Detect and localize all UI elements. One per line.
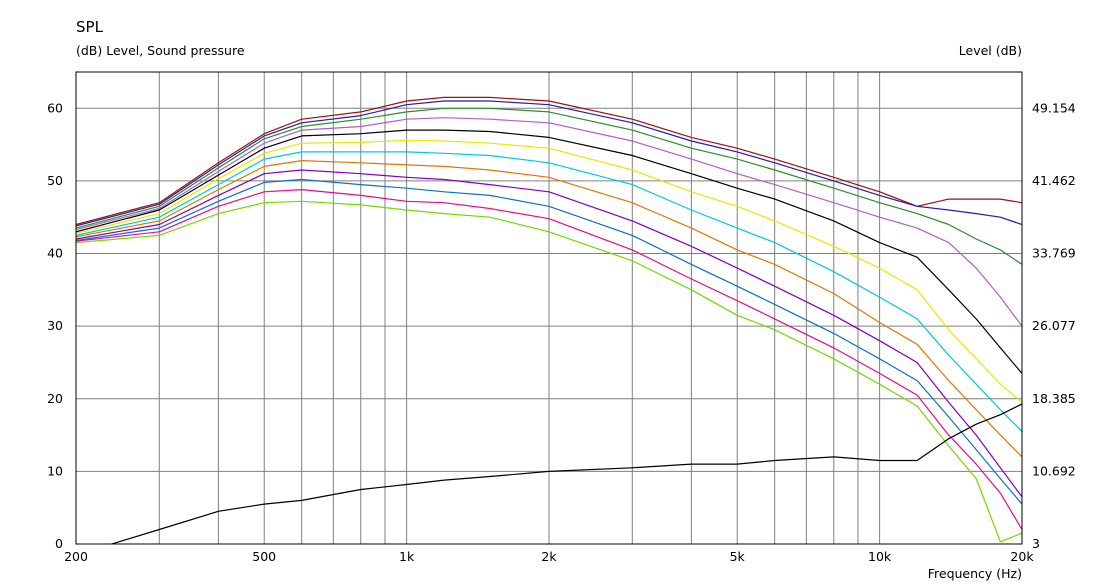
- series-line-11: [76, 189, 1022, 530]
- series-line-1: [76, 96, 1022, 226]
- y-left-tick-label: 40: [47, 246, 63, 261]
- y-left-tick-label: 50: [47, 173, 63, 188]
- y-right-tick-label: 18.385: [1032, 391, 1076, 406]
- x-tick-label: 20k: [1010, 549, 1034, 564]
- y-axis-right-label: Level (dB): [958, 43, 1022, 58]
- x-tick-label: 10k: [868, 549, 892, 564]
- grid-lines: [76, 72, 1022, 544]
- series-line-3: [76, 107, 1022, 265]
- y-left-tick-label: 30: [47, 318, 63, 333]
- y-left-tick-label: 10: [47, 463, 63, 478]
- x-tick-label: 200: [64, 549, 88, 564]
- series-line-6: [76, 139, 1022, 403]
- y-right-tick-label: 33.769: [1032, 246, 1076, 261]
- series-line-7: [76, 151, 1022, 432]
- y-right-tick-label: 41.462: [1032, 173, 1076, 188]
- y-right-tick-label: 49.154: [1032, 100, 1076, 115]
- series-line-10: [76, 178, 1022, 505]
- tick-labels: 0 10 20 30 40 50 60 3 10.692 18.385 26.077 33.769 41…: [47, 100, 1076, 564]
- x-tick-label: 5k: [730, 549, 746, 564]
- chart-title: SPL: [76, 18, 103, 36]
- series-line-12: [76, 200, 1022, 543]
- x-axis-label: Frequency (Hz): [927, 566, 1022, 581]
- x-tick-label: 1k: [399, 549, 415, 564]
- y-right-tick-label: 3: [1032, 536, 1040, 551]
- series-line-5: [76, 129, 1022, 374]
- series-line-13: [109, 403, 1022, 544]
- y-left-tick-label: 0: [55, 536, 63, 551]
- y-right-tick-label: 10.692: [1032, 463, 1076, 478]
- series-line-9: [76, 169, 1022, 498]
- series-line-2: [76, 100, 1022, 227]
- y-left-tick-label: 20: [47, 391, 63, 406]
- y-left-tick-label: 60: [47, 100, 63, 115]
- series-layer: [76, 96, 1022, 544]
- x-tick-label: 500: [252, 549, 276, 564]
- y-axis-left-label: (dB) Level, Sound pressure: [76, 43, 245, 58]
- plot-frame: [75, 71, 1023, 545]
- y-right-tick-label: 26.077: [1032, 318, 1076, 333]
- series-line-8: [76, 160, 1022, 458]
- series-line-4: [76, 117, 1022, 327]
- x-tick-label: 2k: [541, 549, 557, 564]
